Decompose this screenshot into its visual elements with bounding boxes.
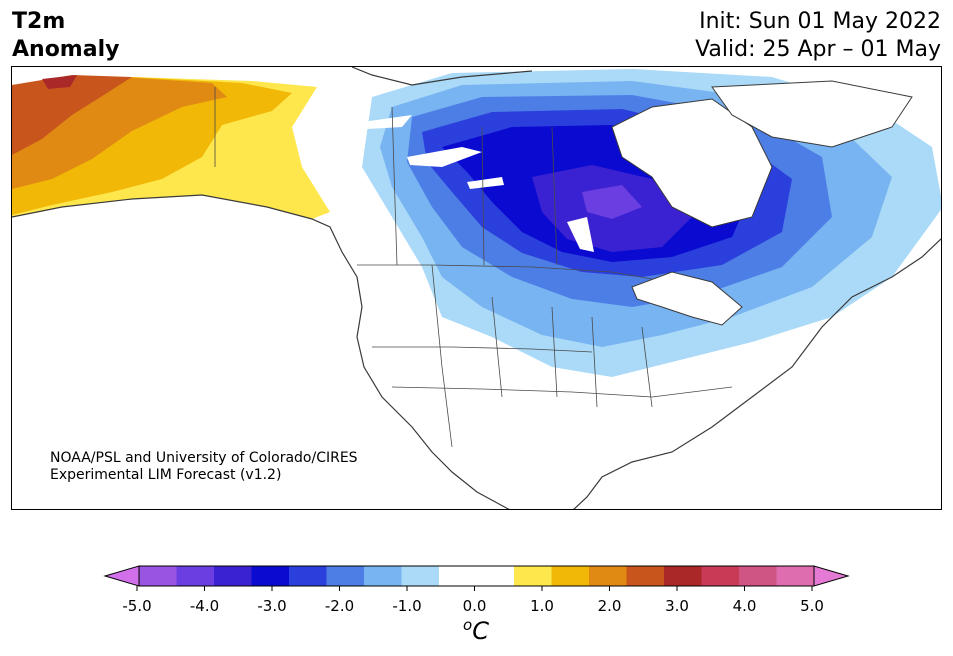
colorbar-bin	[701, 566, 740, 586]
hudson-bay	[611, 98, 773, 228]
colorbar-bin	[289, 566, 327, 586]
hudson-strait-water	[711, 80, 913, 148]
colorbar-bin	[626, 566, 665, 586]
cool-anomaly-violet	[582, 185, 642, 219]
unit-label: oC	[463, 616, 489, 645]
great-lakes	[631, 271, 743, 326]
colorbar-bins	[139, 566, 815, 586]
warm-anomaly-spot	[42, 75, 77, 89]
colorbar-right-arrow	[813, 565, 850, 587]
colorbar-tick-label: 5.0	[800, 597, 824, 615]
colorbar-bin	[401, 566, 440, 586]
colorbar-bin	[664, 566, 702, 586]
colorbar-bin	[326, 566, 365, 586]
colorbar-bin	[251, 566, 290, 586]
colorbar-tick-label: 0.0	[462, 597, 487, 615]
credit-line2: Experimental LIM Forecast (v1.2)	[50, 467, 282, 483]
colorbar-bin	[776, 566, 815, 586]
colorbar-bin	[514, 566, 552, 586]
credit-text: NOAA/PSL and University of Colorado/CIRE…	[50, 450, 358, 484]
colorbar-bin	[214, 566, 252, 586]
warm-anomaly-darker	[12, 75, 132, 155]
lake-4	[362, 115, 412, 129]
colorbar-tick-label: 4.0	[732, 597, 757, 615]
colorbar-tick-label: -2.0	[324, 597, 355, 615]
colorbar-bin	[551, 566, 590, 586]
date-block: Init: Sun 01 May 2022 Valid: 25 Apr – 01…	[695, 8, 941, 64]
political-borders	[214, 87, 733, 448]
colorbar-tick-label: 3.0	[665, 597, 689, 615]
lake-2	[467, 177, 504, 189]
colorbar-bin	[139, 566, 177, 586]
map-canvas	[12, 67, 941, 509]
colorbar-tick-label: -4.0	[189, 597, 220, 615]
colorbar-tick-label: 1.0	[530, 597, 554, 615]
title-line1: T2m	[12, 9, 66, 34]
lake-1	[407, 147, 482, 167]
lake-3	[567, 217, 594, 252]
colorbar-outline	[138, 565, 815, 587]
colorbar-tick-label: -1.0	[392, 597, 422, 615]
colorbar-tick-label: 2.0	[597, 597, 622, 615]
colorbar-bin	[439, 566, 477, 586]
colorbar-bin	[176, 566, 215, 586]
init-date: Init: Sun 01 May 2022	[699, 9, 941, 34]
colorbar-bin	[589, 566, 627, 586]
colorbar-ticks	[136, 586, 813, 591]
coastlines	[12, 67, 941, 509]
colorbar-bin	[364, 566, 402, 586]
anomaly-map: NOAA/PSL and University of Colorado/CIRE…	[11, 66, 942, 510]
colorbar-left-arrow	[103, 565, 140, 587]
colorbar-tick-label: -3.0	[257, 597, 287, 615]
title-line2: Anomaly	[12, 37, 120, 62]
credit-line1: NOAA/PSL and University of Colorado/CIRE…	[50, 450, 358, 466]
title-block: T2m Anomaly	[12, 8, 119, 64]
valid-date: Valid: 25 Apr – 01 May	[695, 37, 941, 62]
colorbar-bin	[739, 566, 777, 586]
colorbar-tick-label: -5.0	[122, 597, 152, 615]
colorbar-bin	[476, 566, 515, 586]
